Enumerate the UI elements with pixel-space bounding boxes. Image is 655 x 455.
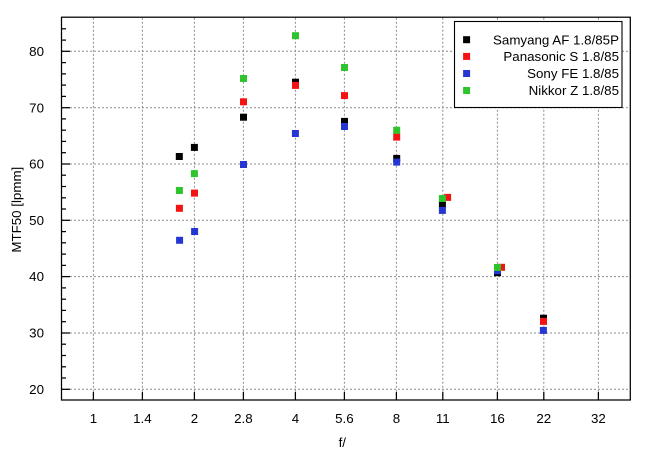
svg-text:8: 8 — [393, 411, 400, 426]
svg-text:40: 40 — [29, 269, 44, 284]
svg-text:1: 1 — [90, 411, 97, 426]
svg-text:5.6: 5.6 — [335, 411, 354, 426]
svg-text:Sony FE 1.8/85: Sony FE 1.8/85 — [527, 66, 619, 81]
svg-text:70: 70 — [29, 100, 44, 115]
svg-text:2.8: 2.8 — [234, 411, 253, 426]
svg-text:Panasonic S 1.8/85: Panasonic S 1.8/85 — [503, 49, 619, 64]
svg-text:80: 80 — [29, 44, 44, 59]
svg-text:Nikkor Z 1.8/85: Nikkor Z 1.8/85 — [529, 83, 619, 98]
svg-text:11: 11 — [436, 411, 450, 426]
svg-text:22: 22 — [536, 411, 551, 426]
svg-text:50: 50 — [29, 213, 44, 228]
svg-text:60: 60 — [29, 157, 44, 172]
svg-text:2: 2 — [191, 411, 198, 426]
svg-text:MTF50 [lpmm]: MTF50 [lpmm] — [9, 167, 24, 253]
svg-text:4: 4 — [292, 411, 300, 426]
svg-text:f/: f/ — [339, 435, 347, 450]
svg-text:1.4: 1.4 — [133, 411, 152, 426]
svg-text:32: 32 — [591, 411, 606, 426]
svg-text:30: 30 — [29, 326, 44, 341]
svg-text:20: 20 — [29, 382, 44, 397]
svg-text:16: 16 — [490, 411, 505, 426]
svg-text:Samyang AF 1.8/85P: Samyang AF 1.8/85P — [493, 32, 619, 47]
